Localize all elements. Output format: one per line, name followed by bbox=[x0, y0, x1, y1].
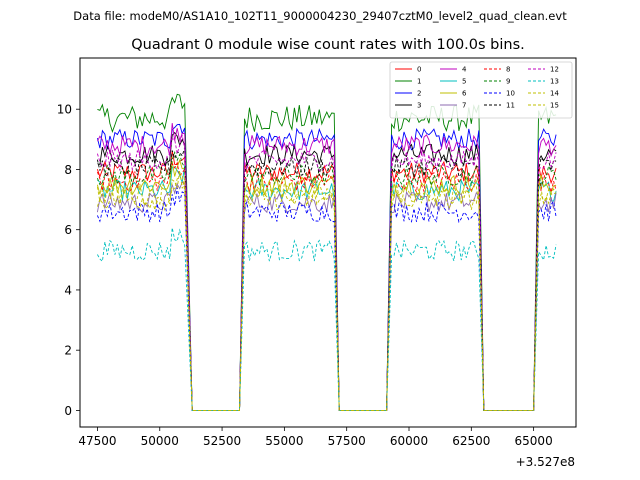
y-tick-label: 4 bbox=[64, 283, 72, 297]
x-axis: 47500 50000 52500 55000 57500 60000 62500 65000 bbox=[78, 427, 553, 448]
series-line-2 bbox=[96, 123, 557, 411]
legend-label-2: 2 bbox=[417, 90, 421, 98]
y-tick-label: 2 bbox=[64, 344, 72, 358]
x-tick-label: 55000 bbox=[265, 434, 303, 448]
x-tick-label: 52500 bbox=[203, 434, 241, 448]
y-tick-label: 8 bbox=[64, 163, 72, 177]
legend-box bbox=[389, 61, 573, 119]
legend-label-11: 11 bbox=[506, 102, 515, 110]
series-line-7 bbox=[96, 181, 557, 411]
legend-label-6: 6 bbox=[462, 90, 467, 98]
series-line-9 bbox=[96, 150, 557, 411]
x-tick-label: 60000 bbox=[390, 434, 428, 448]
y-tick-label: 0 bbox=[64, 404, 72, 418]
legend-label-8: 8 bbox=[506, 66, 510, 74]
legend-label-4: 4 bbox=[462, 66, 467, 74]
legend-label-0: 0 bbox=[417, 66, 421, 74]
x-tick-label: 57500 bbox=[328, 434, 366, 448]
suptitle: Data file: modeM0/AS1A10_102T11_90000042… bbox=[73, 9, 567, 23]
legend-label-1: 1 bbox=[417, 78, 421, 86]
legend-label-15: 15 bbox=[550, 102, 559, 110]
plot-frame bbox=[79, 57, 577, 428]
legend-label-10: 10 bbox=[506, 90, 515, 98]
x-tick-label: 65000 bbox=[515, 434, 553, 448]
x-tick-label: 62500 bbox=[452, 434, 490, 448]
legend-label-7: 7 bbox=[462, 102, 466, 110]
y-axis: 0 2 4 6 8 10 bbox=[57, 103, 80, 418]
legend-label-13: 13 bbox=[550, 78, 559, 86]
legend-label-12: 12 bbox=[550, 66, 559, 74]
x-tick-label: 47500 bbox=[78, 434, 116, 448]
series-line-11 bbox=[96, 147, 557, 411]
y-tick-label: 10 bbox=[57, 103, 72, 117]
chart-title: Quadrant 0 module wise count rates with … bbox=[131, 37, 525, 53]
legend-label-3: 3 bbox=[417, 102, 421, 110]
legend-label-14: 14 bbox=[550, 90, 559, 98]
series-line-10 bbox=[96, 187, 557, 411]
legend-label-9: 9 bbox=[506, 78, 510, 86]
series-line-13 bbox=[97, 227, 557, 411]
x-tick-label: 50000 bbox=[141, 434, 179, 448]
series-line-15 bbox=[96, 174, 557, 411]
series-line-4 bbox=[96, 123, 557, 411]
series-layer bbox=[96, 93, 557, 411]
series-line-12 bbox=[96, 134, 557, 411]
series-line-6 bbox=[96, 158, 557, 411]
x-offset-label: +3.527e8 bbox=[516, 455, 575, 469]
legend-label-5: 5 bbox=[462, 78, 466, 86]
y-tick-label: 6 bbox=[64, 223, 72, 237]
